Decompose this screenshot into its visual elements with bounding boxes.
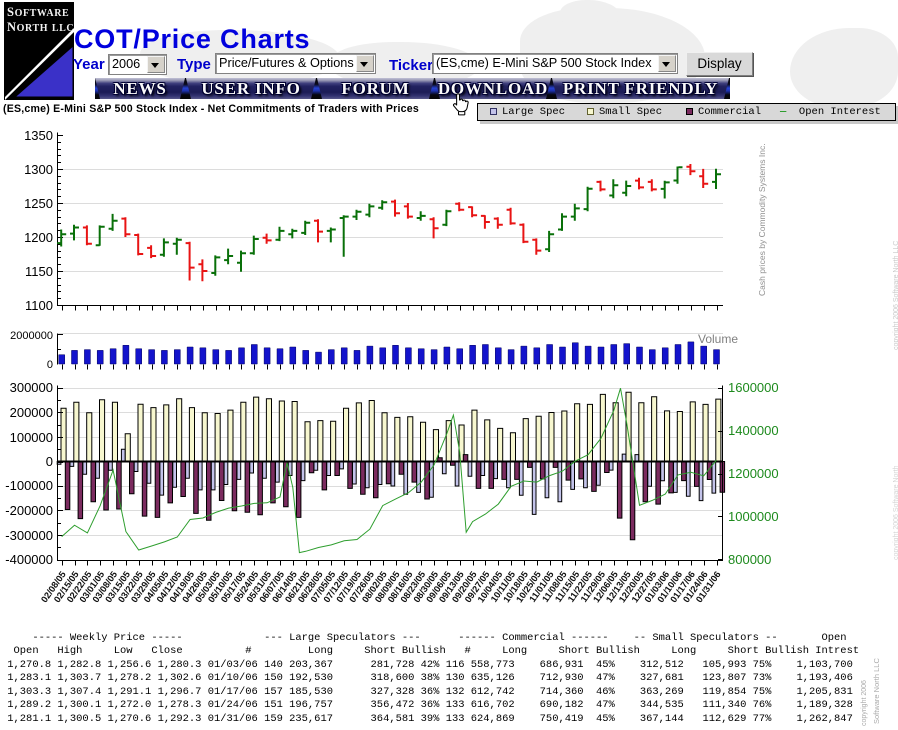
svg-text:1300: 1300: [24, 162, 53, 177]
svg-text:1350: 1350: [24, 128, 53, 143]
svg-text:-100000: -100000: [5, 478, 53, 493]
svg-text:200000: 200000: [10, 405, 53, 420]
svg-text:SOFTWARE: SOFTWARE: [7, 5, 69, 19]
svg-text:1200000: 1200000: [728, 466, 779, 481]
svg-text:-300000: -300000: [5, 528, 53, 543]
svg-text:Cash prices by Commodity Syste: Cash prices by Commodity Systems Inc.: [757, 143, 767, 296]
svg-text:0: 0: [47, 359, 53, 371]
svg-text:800000: 800000: [728, 552, 771, 567]
svg-text:1100: 1100: [25, 298, 53, 313]
svg-text:1000000: 1000000: [728, 509, 779, 524]
svg-text:-400000: -400000: [5, 552, 53, 567]
svg-text:300000: 300000: [10, 380, 53, 395]
svg-text:0: 0: [46, 454, 53, 469]
svg-text:1250: 1250: [24, 196, 53, 211]
svg-text:-200000: -200000: [5, 503, 53, 518]
svg-text:100000: 100000: [10, 430, 53, 445]
svg-text:1600000: 1600000: [728, 380, 779, 395]
svg-text:1400000: 1400000: [728, 423, 779, 438]
svg-text:NORTH LLC: NORTH LLC: [7, 20, 74, 34]
svg-text:Volume: Volume: [698, 332, 738, 346]
svg-text:1150: 1150: [25, 264, 53, 279]
svg-text:1200: 1200: [24, 230, 53, 245]
svg-text:2000000: 2000000: [10, 330, 53, 342]
